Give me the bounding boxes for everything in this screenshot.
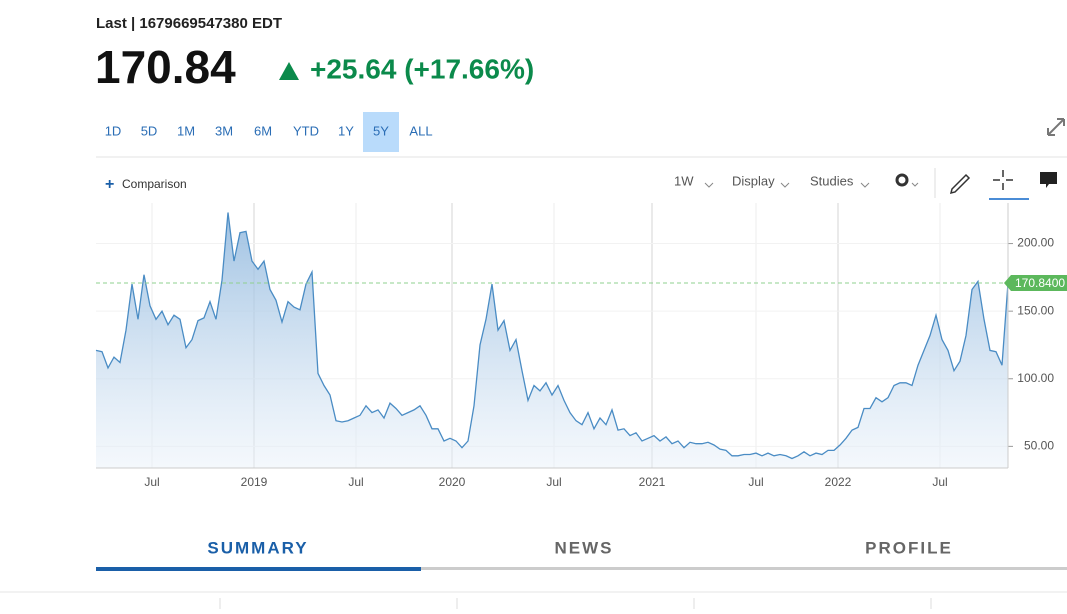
- price: 170.84: [95, 41, 236, 93]
- expand-icon[interactable]: [1047, 118, 1065, 136]
- y-tick-label: 100.00: [1017, 371, 1054, 385]
- tab[interactable]: NEWS: [555, 538, 614, 557]
- range-button[interactable]: 1D: [105, 123, 122, 138]
- settings-icon[interactable]: [895, 173, 909, 187]
- price-line: [95, 212, 1009, 460]
- draw-icon[interactable]: [949, 173, 971, 195]
- x-tick-label: Jul: [546, 475, 561, 489]
- range-button[interactable]: YTD: [293, 123, 319, 138]
- x-tick-label: 2021: [639, 475, 666, 489]
- chevron: [780, 182, 790, 188]
- chevron: [860, 182, 870, 188]
- tab[interactable]: SUMMARY: [207, 538, 308, 557]
- price-change: +25.64 (+17.66%): [310, 53, 534, 84]
- chevron: [704, 182, 714, 188]
- range-button[interactable]: 1Y: [338, 123, 354, 138]
- plus-icon[interactable]: +: [105, 176, 114, 193]
- x-tick-label: 2020: [439, 475, 466, 489]
- notes-icon[interactable]: [1040, 172, 1057, 188]
- crosshair-icon[interactable]: [993, 170, 1013, 190]
- comparison-button[interactable]: Comparison: [122, 177, 187, 191]
- x-tick-label: Jul: [144, 475, 159, 489]
- y-tick-label: 200.00: [1017, 236, 1054, 250]
- range-highlight: [363, 112, 399, 152]
- tab-active-underline: [96, 567, 421, 571]
- x-tick-label: 2022: [825, 475, 852, 489]
- tabs-rail: [96, 567, 1067, 570]
- area: [96, 212, 1008, 468]
- chart: Jul 2019 Jul 2020 Jul 2021 Jul 2022 Jul 50.00 100.…: [95, 203, 1067, 489]
- last-price-tag: [1004, 274, 1067, 291]
- last-price-label: 170.8400: [1015, 276, 1065, 290]
- x-tick-label: Jul: [932, 475, 947, 489]
- range-button[interactable]: 1M: [177, 123, 195, 138]
- display-button[interactable]: Display: [732, 173, 775, 188]
- up-arrow: [279, 62, 299, 80]
- interval-button[interactable]: 1W: [674, 173, 694, 188]
- chevron: [911, 182, 919, 187]
- x-tick-label: Jul: [748, 475, 763, 489]
- tab[interactable]: PROFILE: [865, 538, 953, 557]
- range-button[interactable]: 5D: [141, 123, 158, 138]
- tabs: SUMMARY NEWS PROFILE: [96, 538, 1067, 571]
- range-button[interactable]: 3M: [215, 123, 233, 138]
- x-tick-label: Jul: [348, 475, 363, 489]
- y-tick-label: 50.00: [1024, 439, 1054, 453]
- y-tick-label: 150.00: [1017, 303, 1054, 317]
- studies-button[interactable]: Studies: [810, 173, 854, 188]
- x-tick-label: 2019: [241, 475, 268, 489]
- range-button[interactable]: 5Y: [373, 123, 389, 138]
- range-button[interactable]: 6M: [254, 123, 272, 138]
- range-button[interactable]: ALL: [409, 123, 432, 138]
- last-time: Last | 1679669547380 EDT: [96, 15, 282, 32]
